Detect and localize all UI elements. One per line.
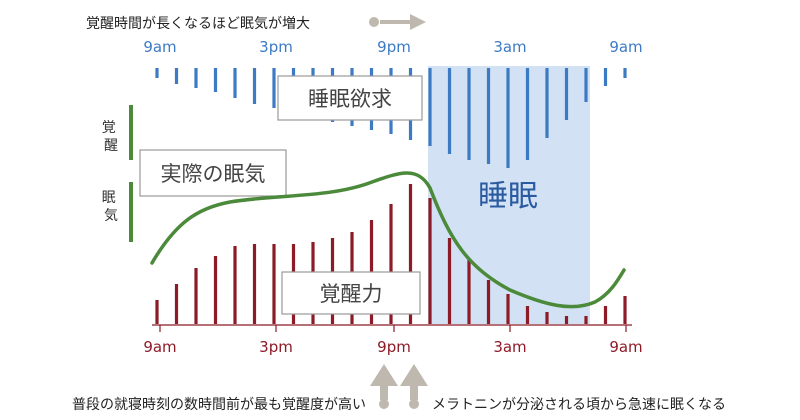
bottom-tick-label: 9pm [377, 338, 411, 356]
top-tick-label: 3pm [259, 38, 293, 56]
bottom-tick-label: 3pm [259, 338, 293, 356]
up-arrow-left [370, 364, 398, 409]
top-caption: 覚醒時間が長くなるほど眠気が増大 [86, 16, 310, 32]
top-tick-label: 9am [143, 38, 176, 56]
sleep-pressure-label: 睡眠欲求 [308, 87, 392, 111]
awake-axis-label: 覚 醒 [102, 120, 120, 154]
up-arrow-right [400, 364, 428, 409]
sleepy-char-2: 気 [104, 208, 118, 224]
sleepy-char-1: 眠 [102, 190, 116, 206]
top-tick-label: 9pm [377, 38, 411, 56]
sleep-label: 睡眠 [478, 179, 538, 214]
awake-char-2: 醒 [104, 138, 118, 154]
bottom-tick-label: 3am [493, 338, 526, 356]
bottom-axis [152, 324, 632, 332]
sleepy-axis-label: 眠 気 [102, 190, 120, 224]
top-arrow-head [410, 14, 426, 30]
alertness-label-box [281, 271, 421, 315]
bottom-tick-label: 9am [143, 338, 176, 356]
alertness-label: 覚醒力 [320, 282, 383, 306]
actual-sleepiness-label-box [139, 149, 287, 197]
awake-char-1: 覚 [102, 120, 116, 136]
actual-sleepiness-label: 実際の眠気 [161, 162, 266, 186]
top-tick-label: 3am [493, 38, 526, 56]
top-tick-label: 9am [609, 38, 642, 56]
top-arrow-dot [369, 17, 379, 27]
actual-sleepiness-curve [150, 171, 626, 309]
bottom-caption-left: 普段の就寝時刻の数時間前が最も覚醒度が高い [72, 396, 366, 413]
sleep-pressure-label-box [277, 75, 423, 121]
bottom-tick-label: 9am [609, 338, 642, 356]
bottom-caption-right: メラトニンが分泌される頃から急速に眠くなる [432, 397, 726, 413]
